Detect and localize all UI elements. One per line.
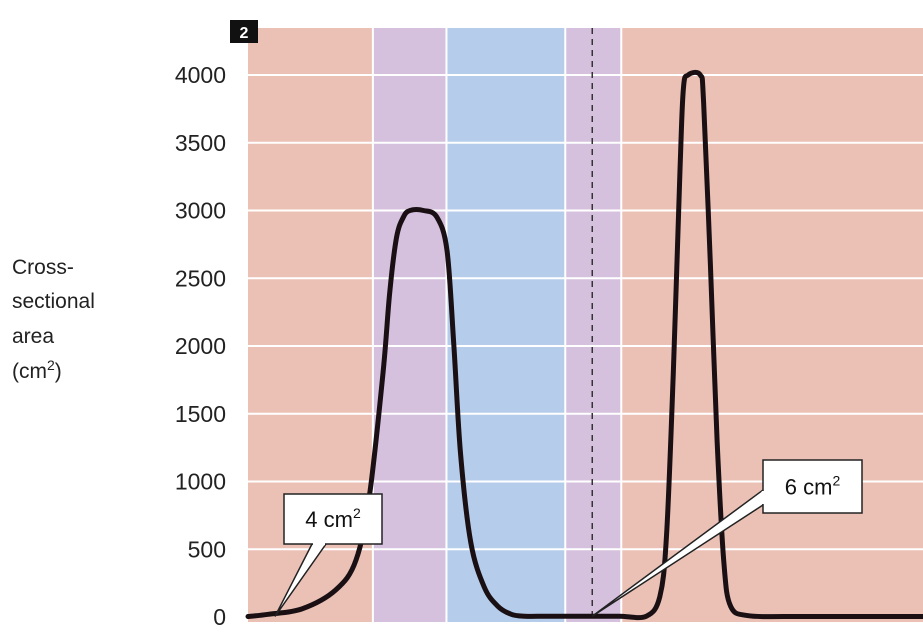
y-tick-1500: 1500 xyxy=(175,401,226,427)
callout-0: 4 cm2 xyxy=(274,493,383,617)
y-axis-ticks: 0 500 1000 1500 2000 2500 3000 3500 4000 xyxy=(175,62,226,630)
y-tick-4000: 4000 xyxy=(175,62,226,88)
y-tick-3500: 3500 xyxy=(175,130,226,156)
panel-number-badge: 2 xyxy=(230,20,258,43)
y-tick-2500: 2500 xyxy=(175,265,226,291)
series-area-curve xyxy=(245,69,923,621)
y-axis-label-line3: area xyxy=(12,325,54,348)
y-axis-label-unit-sup: 2 xyxy=(47,357,55,373)
callout-label-1: 6 cm2 xyxy=(785,473,841,500)
callout-box-1 xyxy=(762,459,863,514)
y-axis-label-unit-pre: (cm xyxy=(12,360,47,383)
callout-box-0 xyxy=(283,493,383,545)
y-tick-500: 500 xyxy=(188,536,226,562)
y-tick-3000: 3000 xyxy=(175,198,226,224)
band-4 xyxy=(621,28,923,622)
y-axis-label-unit-post: ) xyxy=(55,360,62,383)
callout-1: 6 cm2 xyxy=(591,459,863,617)
y-axis-label-line4: (cm2) xyxy=(12,357,62,383)
band-2 xyxy=(446,28,566,622)
callout-text-0: 4 cm xyxy=(305,507,353,532)
y-tick-2000: 2000 xyxy=(175,333,226,359)
callout-label-0: 4 cm2 xyxy=(305,505,361,532)
y-tick-0: 0 xyxy=(213,604,226,630)
y-axis-label-line2: sectional xyxy=(12,290,95,313)
callout-sup-0: 2 xyxy=(353,505,361,521)
band-1 xyxy=(372,28,447,622)
band-3 xyxy=(565,28,622,622)
gridlines xyxy=(248,74,923,551)
callout-text-1: 6 cm xyxy=(785,475,833,500)
panel-number: 2 xyxy=(240,25,249,42)
y-axis-label-line1: Cross- xyxy=(12,256,74,279)
y-tick-1000: 1000 xyxy=(175,469,226,495)
vessel-region-bands xyxy=(248,28,923,622)
callout-sup-1: 2 xyxy=(832,473,840,489)
